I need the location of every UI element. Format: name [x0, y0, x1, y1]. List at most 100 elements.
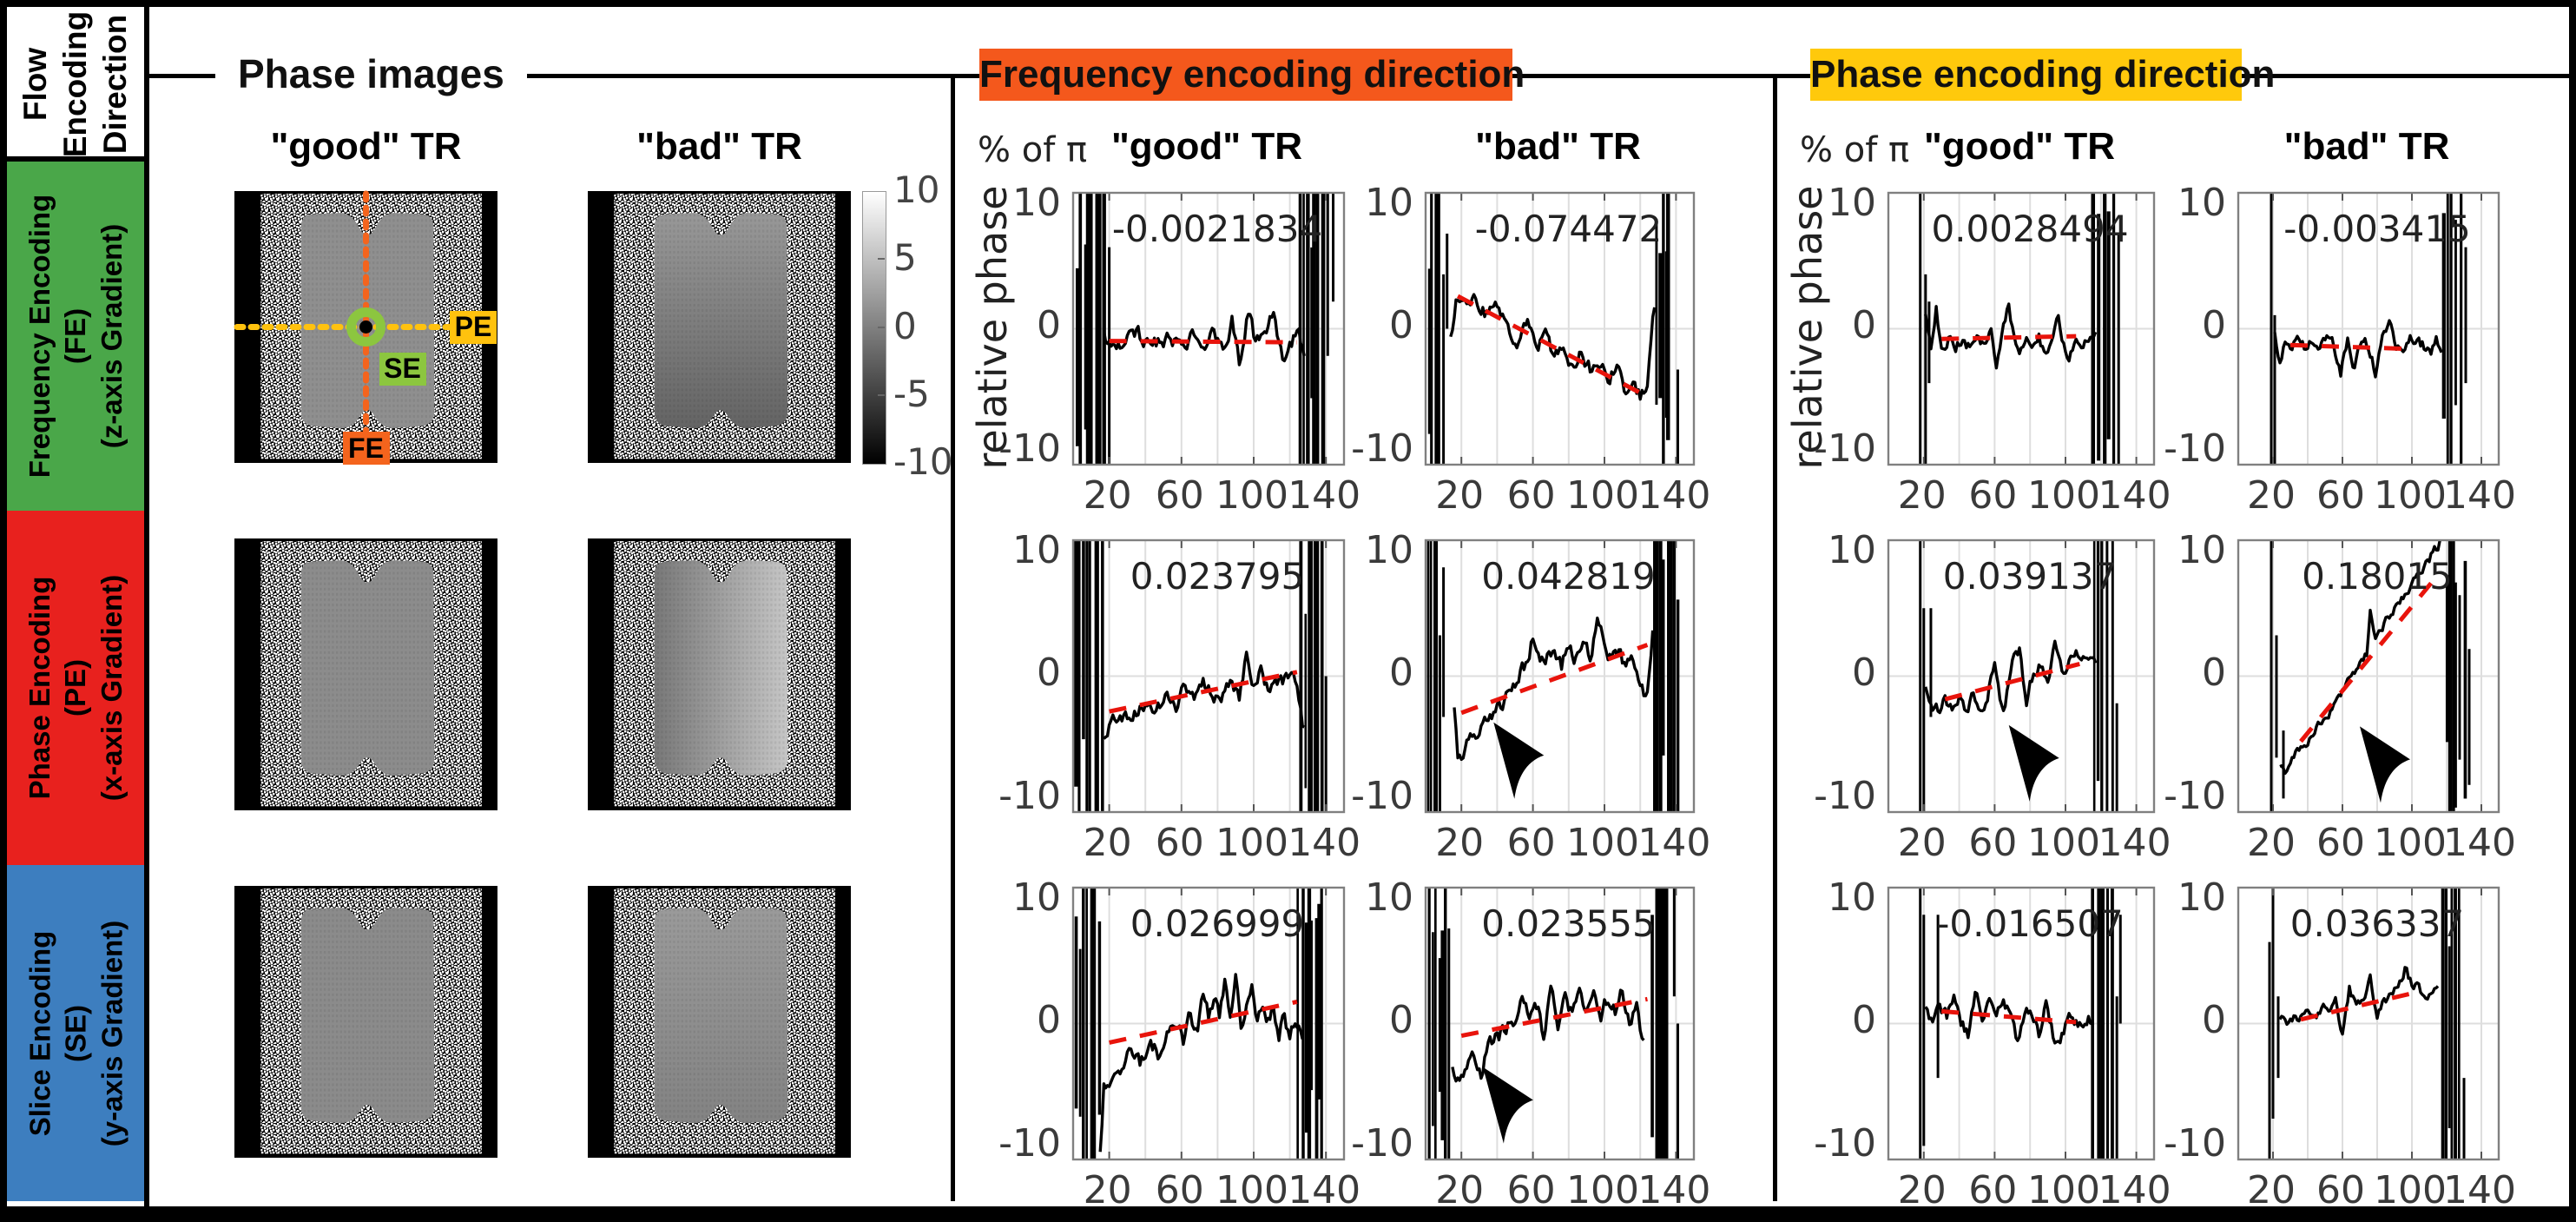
xtick-1-p0r2c1: 60 [1506, 1168, 1556, 1212]
colorbar-tick-label-0: 10 [893, 168, 940, 211]
ytick-n10-p1r2c0: -10 [1814, 1121, 1876, 1166]
sidebar-row-label-2: Slice Encoding (SE) (y-axis Gradient) [23, 920, 128, 1146]
ytick-10-p1r2c0: 10 [1828, 875, 1876, 920]
phase-image-r1-c0 [234, 538, 497, 810]
ytick-10-p0r2c1: 10 [1365, 875, 1413, 920]
phase-image-r2-c1 [588, 886, 851, 1158]
sidebar-right-border [144, 7, 149, 1206]
ytick-10-p0r0c1: 10 [1365, 181, 1413, 225]
xtick-0-p1r2c0: 20 [1897, 1168, 1947, 1212]
xtick-3-p0r1c1: 140 [1637, 821, 1711, 865]
slope-value-label: -0.016507 [1936, 902, 2124, 945]
xtick-0-p1r0c1: 20 [2247, 473, 2296, 518]
xtick-3-p0r0c0: 140 [1288, 473, 1361, 518]
xtick-2-p0r2c0: 100 [1216, 1168, 1288, 1212]
phase-images-col-label-1: "bad" TR [636, 125, 802, 168]
xtick-0-p1r2c1: 20 [2247, 1168, 2296, 1212]
sidebar-row-label-1: Phase Encoding (PE) (x-axis Gradient) [23, 574, 128, 802]
xtick-2-p0r1c1: 100 [1566, 821, 1639, 865]
phase-image-r0-c1 [588, 191, 851, 463]
xtick-1-p0r0c0: 60 [1155, 473, 1204, 518]
xtick-0-p1r1c1: 20 [2247, 821, 2296, 865]
slope-value-label: 0.026999 [1130, 902, 1304, 945]
slope-value-label: 0.18015 [2302, 555, 2453, 598]
xtick-0-p1r1c0: 20 [1897, 821, 1947, 865]
sidebar-row-label-0: Frequency Encoding (FE) (z-axis Gradient) [23, 194, 128, 479]
phase-image-r1-c1 [588, 538, 851, 810]
colorbar-tick-3 [878, 393, 885, 396]
colorbar-tick-label-2: 0 [893, 304, 917, 347]
slope-value-label: -0.0021834 [1112, 208, 1322, 250]
colorbar-tick-2 [878, 326, 885, 328]
xtick-1-p1r2c1: 60 [2316, 1168, 2365, 1212]
xtick-2-p1r2c0: 100 [2027, 1168, 2100, 1212]
panel0-col-label-0: "good" TR [1110, 125, 1303, 168]
phase-image-r2-c0 [234, 886, 497, 1158]
ytick-10-p1r1c0: 10 [1828, 528, 1876, 572]
xtick-1-p1r1c1: 60 [2316, 821, 2365, 865]
sidebar-header-cell: Flow Encoding Direction [7, 7, 144, 162]
plot-panel0-r0-c1: -0.074472 [1424, 191, 1696, 466]
ytick-0-p0r0c1: 0 [1389, 302, 1413, 347]
xtick-2-p1r1c0: 100 [2027, 821, 2100, 865]
xtick-2-p1r0c0: 100 [2027, 473, 2100, 518]
plot-panel1-r2-c1: 0.036337 [2237, 886, 2500, 1161]
ytick-10-p0r1c1: 10 [1365, 528, 1413, 572]
xtick-3-p1r1c1: 140 [2443, 821, 2516, 865]
xtick-1-p1r2c0: 60 [1968, 1168, 2018, 1212]
xtick-1-p1r0c1: 60 [2316, 473, 2365, 518]
sidebar-header-label: Flow Encoding Direction [16, 10, 134, 158]
xtick-1-p0r1c0: 60 [1155, 821, 1204, 865]
slope-value-label: 0.023795 [1130, 555, 1304, 598]
ytick-n10-p0r2c0: -10 [998, 1121, 1061, 1166]
colorbar [862, 191, 886, 465]
ytick-n10-p1r1c0: -10 [1814, 774, 1876, 818]
panel1-col-label-0: "good" TR [1923, 125, 2116, 168]
panel0-col-label-1: "bad" TR [1475, 125, 1641, 168]
phase-encoding-title: Phase encoding direction [1810, 49, 2275, 101]
xtick-0-p0r0c0: 20 [1083, 473, 1132, 518]
se-marker-label: SE [379, 352, 426, 386]
ytick-10-p0r2c0: 10 [1012, 875, 1061, 920]
xtick-3-p0r2c0: 140 [1288, 1168, 1361, 1212]
xtick-1-p0r1c1: 60 [1506, 821, 1556, 865]
ytick-0-p1r2c1: 0 [2202, 997, 2226, 1042]
ytick-n10-p1r1c1: -10 [2164, 774, 2226, 818]
slope-value-label: 0.042819 [1481, 555, 1655, 598]
xtick-2-p0r0c1: 100 [1566, 473, 1639, 518]
slope-value-label: -0.003415 [2283, 208, 2471, 250]
ytick-10-p1r1c1: 10 [2177, 528, 2226, 572]
annotation-arrow [1493, 722, 1545, 799]
plot-panel0-r2-c1: 0.023555 [1424, 886, 1696, 1161]
ytick-n10-p1r0c1: -10 [2164, 426, 2226, 471]
ytick-n10-p0r1c0: -10 [998, 774, 1061, 818]
xtick-2-p0r1c0: 100 [1216, 821, 1288, 865]
colorbar-tick-label-4: -10 [893, 440, 953, 483]
panel-divider-2 [1773, 74, 1777, 1201]
slope-value-label: 0.0028494 [1931, 208, 2128, 250]
border-right [2569, 0, 2576, 1222]
ytick-10-p1r0c1: 10 [2177, 181, 2226, 225]
y-unit-panel0: % of π [978, 130, 1088, 170]
ytick-0-p1r1c0: 0 [1852, 650, 1876, 695]
xtick-3-p0r2c1: 140 [1637, 1168, 1711, 1212]
ytick-0-p0r2c0: 0 [1037, 997, 1061, 1042]
pe-marker-label: PE [450, 310, 497, 344]
xtick-3-p1r2c0: 140 [2098, 1168, 2171, 1212]
colorbar-tick-label-1: 5 [893, 236, 917, 280]
phase-images-title: Phase images [215, 49, 527, 99]
xtick-2-p1r0c1: 100 [2374, 473, 2447, 518]
panel1-col-label-1: "bad" TR [2283, 125, 2450, 168]
sidebar-row-1: Phase Encoding (PE) (x-axis Gradient) [7, 511, 144, 865]
xtick-3-p0r0c1: 140 [1637, 473, 1711, 518]
xtick-0-p0r2c1: 20 [1435, 1168, 1485, 1212]
annotation-arrow [1482, 1067, 1533, 1144]
ytick-0-p1r0c1: 0 [2202, 302, 2226, 347]
border-bottom [0, 1206, 2576, 1222]
xtick-3-p1r0c0: 140 [2098, 473, 2171, 518]
ytick-10-p0r1c0: 10 [1012, 528, 1061, 572]
xtick-3-p1r2c1: 140 [2443, 1168, 2516, 1212]
ytick-0-p0r0c0: 0 [1037, 302, 1061, 347]
slope-value-label: 0.039137 [1943, 555, 2117, 598]
plot-panel1-r0-c1: -0.003415 [2237, 191, 2500, 466]
